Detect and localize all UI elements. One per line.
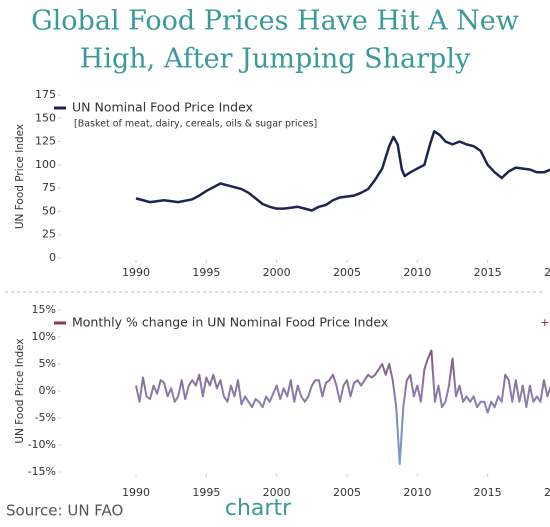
y-axis-label: UN Food Price Index	[14, 338, 26, 443]
subtitle: [Basket of meat, dairy, cereals, oils & …	[74, 119, 317, 130]
y-tick-label: 150	[35, 111, 56, 124]
y-tick-label: 15%	[32, 303, 56, 316]
source: Source: UN FAO	[6, 502, 123, 520]
legend-label: UN Nominal Food Price Index	[72, 100, 253, 115]
x-tick-label: 1995	[192, 266, 220, 279]
y-tick-label: 10%	[32, 330, 56, 343]
y-tick-label: 0%	[39, 384, 56, 397]
x-tick-label: 2000	[263, 486, 291, 499]
title-line: Global Food Prices Have Hit A New	[31, 6, 519, 37]
y-tick-label: 75	[42, 181, 56, 194]
legend-label: Monthly % change in UN Nominal Food Pric…	[72, 315, 388, 330]
x-tick-label: 2015	[474, 266, 502, 279]
annotation: +12.6%	[540, 316, 550, 329]
x-tick-label: 1995	[192, 486, 220, 499]
logo: chartr	[225, 496, 292, 521]
x-tick-label: 2015	[474, 486, 502, 499]
data-line	[135, 349, 550, 465]
y-tick-label: -10%	[28, 438, 56, 451]
x-tick-label: 2010	[403, 486, 431, 499]
y-tick-label: -15%	[28, 465, 56, 478]
y-tick-label: 50	[42, 204, 56, 217]
y-tick-label: 175	[35, 88, 56, 101]
y-tick-label: 100	[35, 158, 56, 171]
x-tick-label: 2020	[544, 266, 550, 279]
y-tick-label: -5%	[35, 411, 56, 424]
x-tick-label: 2005	[333, 266, 361, 279]
x-tick-label: 2000	[263, 266, 291, 279]
x-tick-label: 1990	[122, 266, 150, 279]
x-tick-label: 1990	[122, 486, 150, 499]
y-tick-label: 5%	[39, 357, 56, 370]
x-tick-label: 2020	[544, 486, 550, 499]
title-line: High, After Jumping Sharply	[80, 44, 471, 75]
data-line	[135, 130, 550, 212]
y-tick-label: 125	[35, 135, 56, 148]
x-tick-label: 2005	[333, 486, 361, 499]
y-tick-label: 0	[49, 251, 56, 264]
x-tick-label: 2010	[403, 266, 431, 279]
y-tick-label: 25	[42, 228, 56, 241]
y-axis-label: UN Food Price Index	[14, 124, 26, 229]
